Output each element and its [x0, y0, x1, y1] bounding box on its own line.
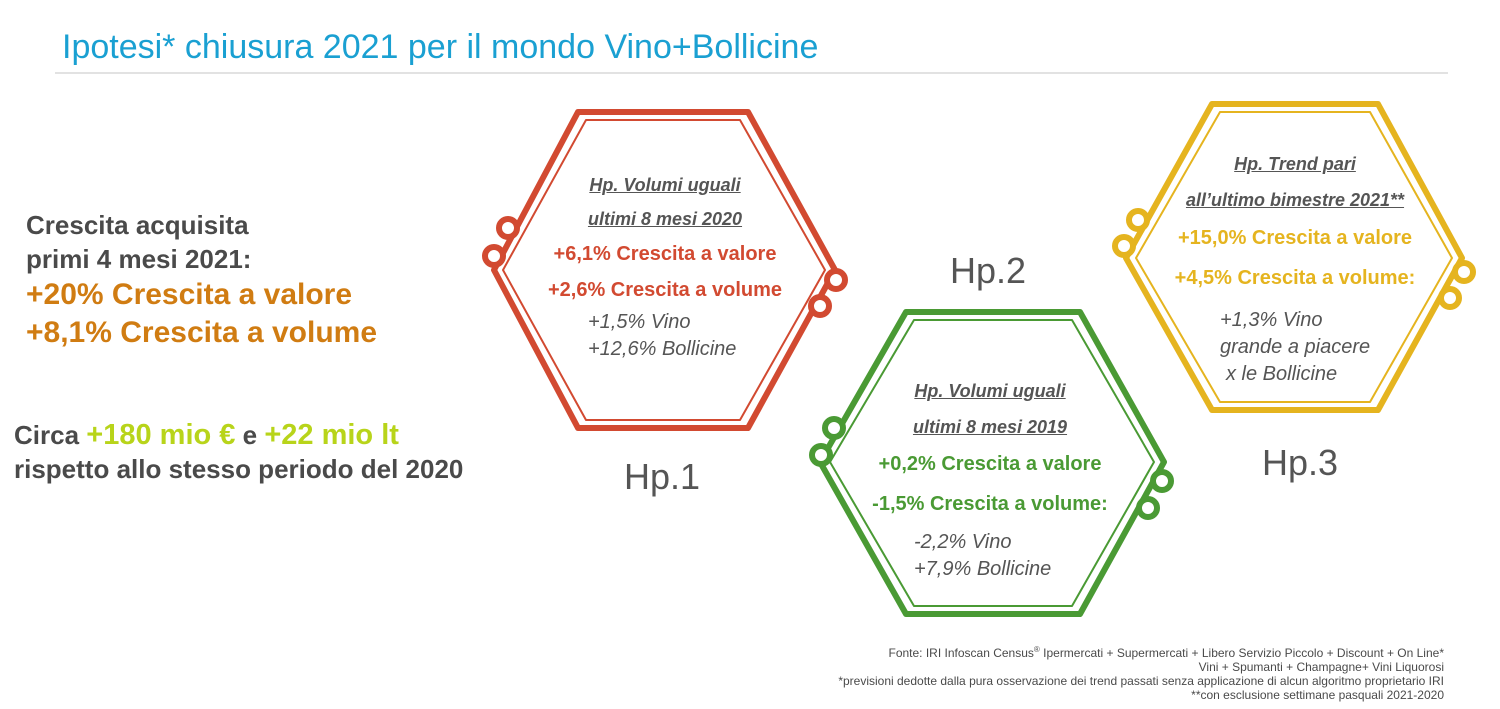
hp1-hexagon — [482, 109, 848, 431]
hp2-heading-1: Hp. Volumi uguali — [914, 381, 1066, 401]
hp3-detail-wine: +1,3% Vino — [1220, 309, 1323, 331]
page-title: Ipotesi* chiusura 2021 per il mondo Vino… — [62, 28, 819, 66]
hp3-value-growth: +15,0% Crescita a valore — [1177, 227, 1413, 249]
hp2-content: Hp. Volumi uguali ultimi 8 mesi 2019 +0,… — [845, 372, 1135, 524]
hp2-details: -2,2% Vino +7,9% Bollicine — [914, 529, 1051, 583]
hp1-heading-2: ultimi 8 mesi 2020 — [587, 209, 743, 229]
footnotes: Fonte: IRI Infoscan Census® Ipermercati … — [838, 643, 1444, 702]
registered-mark: ® — [1033, 645, 1040, 654]
footnote-source-channels: Ipermercati + Supermercati + Libero Serv… — [1039, 646, 1444, 660]
footnote-source-label: Fonte: IRI Infoscan Census — [888, 646, 1034, 660]
hp3-volume-growth: +4,5% Crescita a volume: — [1174, 267, 1416, 289]
footnote-easter-note: **con esclusione settimane pasquali 2021… — [1191, 688, 1444, 702]
hp2-value-growth: +0,2% Crescita a valore — [878, 453, 1102, 475]
summary-line-1: Crescita acquisita — [26, 210, 249, 240]
circa-liters: +22 mio lt — [264, 419, 399, 451]
hp3-heading-2: all’ultimo bimestre 2021** — [1185, 190, 1405, 210]
hp1-details: +1,5% Vino +12,6% Bollicine — [588, 309, 736, 363]
summary-line-2: primi 4 mesi 2021: — [26, 244, 252, 274]
hp1-label: Hp.1 — [624, 456, 701, 497]
hp2-hexagon — [809, 309, 1174, 617]
title-divider — [55, 72, 1448, 74]
comparison-summary: Circa +180 mio € e +22 mio lt rispetto a… — [14, 418, 463, 486]
hp1-detail-wine: +1,5% Vino — [588, 311, 691, 333]
circa-prefix: Circa — [14, 420, 80, 450]
acquired-growth-summary: Crescita acquisita primi 4 mesi 2021: +2… — [26, 208, 377, 352]
hp3-content: Hp. Trend pari all’ultimo bimestre 2021*… — [1150, 146, 1440, 298]
hp1-detail-sparkling: +12,6% Bollicine — [588, 338, 737, 360]
hp3-heading-1: Hp. Trend pari — [1234, 154, 1356, 174]
footnote-source: Fonte: IRI Infoscan Census® Ipermercati … — [838, 643, 1444, 660]
hp2-label: Hp.2 — [950, 250, 1027, 291]
hp3-hexagon — [1112, 101, 1476, 413]
hp3-detail-sparkling-1: grande a piacere — [1220, 336, 1371, 358]
circa-and: e — [242, 420, 258, 450]
hp1-heading-1: Hp. Volumi uguali — [589, 175, 741, 195]
footnote-forecast-note: *previsioni dedotte dalla pura osservazi… — [838, 674, 1444, 688]
summary-volume-growth: +8,1% Crescita a volume — [26, 316, 378, 349]
hp1-content: Hp. Volumi uguali ultimi 8 mesi 2020 +6,… — [520, 168, 810, 308]
hp1-volume-growth: +2,6% Crescita a volume — [547, 279, 782, 301]
footnote-categories: Vini + Spumanti + Champagne+ Vini Liquor… — [1198, 660, 1444, 674]
hp3-details: +1,3% Vino grande a piacere x le Bollici… — [1220, 307, 1370, 388]
circa-money: +180 mio € — [86, 419, 236, 451]
hp2-detail-sparkling: +7,9% Bollicine — [914, 558, 1052, 580]
hp2-volume-growth: -1,5% Crescita a volume: — [872, 493, 1108, 515]
hp2-heading-2: ultimi 8 mesi 2019 — [912, 417, 1068, 437]
hp3-label: Hp.3 — [1262, 442, 1339, 483]
summary-value-growth: +20% Crescita a valore — [26, 278, 353, 311]
circa-suffix: rispetto allo stesso periodo del 2020 — [14, 454, 464, 484]
hp1-value-growth: +6,1% Crescita a valore — [553, 243, 777, 265]
hp3-detail-sparkling-2: x le Bollicine — [1226, 363, 1338, 385]
hp2-detail-wine: -2,2% Vino — [914, 531, 1012, 553]
